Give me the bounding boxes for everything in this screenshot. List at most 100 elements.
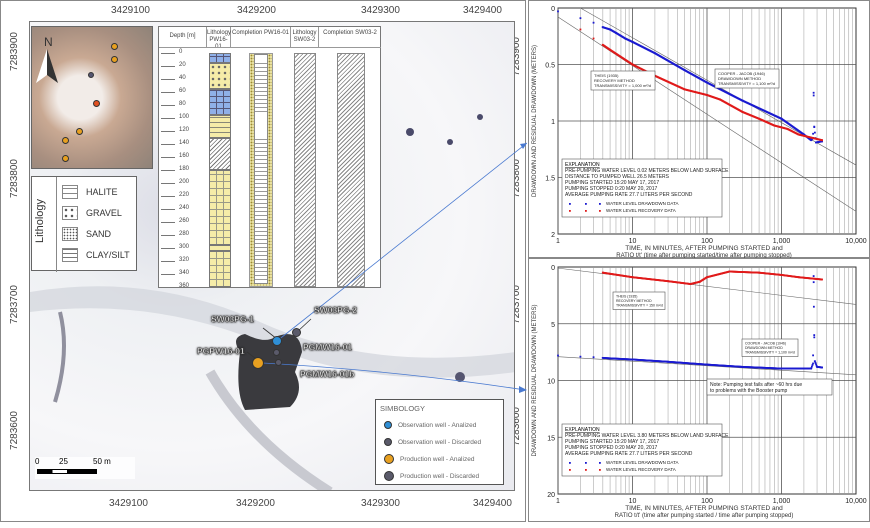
scale-label: 25 (59, 457, 68, 466)
data-point-drawdown (557, 354, 559, 357)
label-pgpw16-01: PGPW16-01 (197, 346, 245, 356)
lithology-layer-clay (209, 114, 231, 138)
halite-swatch (62, 185, 78, 199)
depth-tick: 140 (179, 140, 190, 146)
north-arrow-icon (36, 49, 58, 83)
explanation-box-text: PUMPING STOPPED 0:20 MAY 20, 2017 (565, 186, 657, 192)
theis-annotation-text: THEIS (1935) (616, 295, 637, 299)
data-point-drawdown (813, 334, 816, 336)
data-point-recovery (592, 37, 595, 40)
legend-label: WATER LEVEL DRAWDOWN DATA (606, 460, 679, 465)
location-inset-map: N (31, 26, 153, 169)
data-point-drawdown (812, 275, 815, 277)
well-sw03pg-1[interactable] (272, 336, 282, 346)
well-pgmw16-01[interactable] (273, 349, 280, 356)
data-point-drawdown (812, 132, 814, 135)
legend-marker (585, 469, 587, 471)
explanation-box-text: PUMPING STARTED 15:20 MAY 17, 2017 (565, 439, 659, 445)
theis-annotation-text: RECOVERY METHOD (594, 78, 635, 83)
data-point-drawdown (814, 361, 817, 364)
data-point-drawdown (579, 355, 582, 358)
label-sw03pg-2: SW03PG-2 (314, 305, 357, 315)
explanation-box-text: EXPLANATION (565, 162, 600, 168)
blank-casing (255, 115, 267, 139)
production-well-marker (76, 128, 83, 135)
data-point-recovery (821, 139, 823, 142)
depth-tick: 160 (179, 153, 190, 159)
production-discarded-icon (384, 471, 394, 481)
data-point-drawdown (812, 305, 815, 308)
theis-annotation-text: TRANSMISSIVITY = 150 m²/d (616, 304, 663, 308)
depth-tick: 20 (179, 62, 186, 68)
data-point-drawdown (821, 366, 823, 369)
data-point-drawdown (815, 365, 818, 367)
x-tick-bottom: 3429400 (473, 498, 512, 509)
legend-marker (599, 469, 601, 471)
north-label: N (44, 35, 53, 49)
chart-panel-pgpw1601: 1 10 100 1,000 10,000 0 5 10 15 20 TIME, IN MINUTE… (528, 258, 870, 522)
data-point-drawdown (812, 362, 814, 365)
data-point-drawdown (813, 131, 816, 134)
data-point-drawdown (579, 17, 582, 20)
x-tick-label: 10,000 (845, 238, 867, 245)
lithology-layer-gravel (209, 62, 231, 89)
legend-marker (599, 210, 601, 212)
well-pgmw16-01b[interactable] (275, 359, 282, 366)
depth-tick: 120 (179, 127, 190, 133)
x-tick-top: 3429100 (111, 5, 150, 16)
legend-marker (569, 462, 571, 464)
theis-annotation-text: TRANSMISSIVITY = 1,000 m²/d (594, 83, 651, 88)
depth-tick: 180 (179, 166, 190, 172)
clay-silt-swatch (62, 248, 78, 262)
depth-tick: 300 (179, 244, 190, 250)
cooper-annotation (714, 68, 780, 89)
explanation-box-text: AVERAGE PUMPING RATE 27.7 LITERS PER SEC… (565, 451, 693, 457)
depth-tick: 260 (179, 218, 190, 224)
explanation-box (561, 423, 723, 477)
terrain-features (30, 114, 514, 490)
x-axis-label-2: RATIO t/t' (time after pumping started/t… (616, 253, 791, 259)
production-well-marker (62, 155, 69, 162)
data-point-drawdown (821, 140, 823, 143)
production-well-marker (111, 43, 118, 50)
y-tick-label: 1.5 (545, 176, 555, 183)
x-axis-label: TIME, IN MINUTES, AFTER PUMPING STARTED … (625, 245, 783, 252)
y-tick-label: 5 (551, 322, 555, 329)
legend-marker (599, 462, 601, 464)
x-tick-label: 100 (701, 238, 713, 245)
x-tick-label: 100 (701, 498, 713, 505)
well-log-table: Depth [m] Lithology PW16-01 Completion P… (158, 26, 381, 289)
data-point-drawdown (592, 21, 595, 24)
depth-tick: 240 (179, 205, 190, 211)
cooper-annotation-text: DRAWDOWN METHOD (718, 76, 761, 81)
depth-tick: 200 (179, 179, 190, 185)
legend-marker (599, 203, 601, 205)
cooper-annotation-text: DRAWDOWN METHOD (745, 346, 783, 350)
y-tick-label: 10 (547, 379, 555, 386)
lithology-layer-sand (209, 170, 231, 245)
well-sw03pg-2[interactable] (292, 328, 301, 337)
lithology-layer-clay (209, 244, 231, 252)
y-tick-label: 15 (547, 435, 555, 442)
depth-tick: 220 (179, 192, 190, 198)
y-tick-label: 0.5 (545, 63, 555, 70)
x-axis-label-2: RATIO t/t' (time after pumping started /… (615, 513, 794, 519)
label-pgmw16-01b: PGMW16-01b (300, 369, 355, 379)
completion-sw03-unknown (337, 53, 365, 287)
data-point-drawdown (810, 365, 813, 368)
depth-tick: 320 (179, 257, 190, 263)
x-tick-bottom: 3429200 (236, 498, 275, 509)
depth-tick: 340 (179, 270, 190, 276)
legend-label: WATER LEVEL DRAWDOWN DATA (606, 201, 679, 206)
legend-label: HALITE (86, 187, 118, 197)
x-tick-label: 10 (629, 238, 637, 245)
gravel-swatch (62, 206, 78, 220)
well-pgpw16-01[interactable] (252, 357, 264, 369)
theis-annotation-text: RECOVERY METHOD (616, 299, 652, 303)
x-tick-label: 1 (556, 498, 560, 505)
production-well-marker (111, 56, 118, 63)
lithology-layer-sand (209, 251, 231, 287)
data-point-drawdown (810, 367, 813, 370)
pond (236, 334, 302, 410)
y-tick-label: 0 (551, 6, 555, 13)
